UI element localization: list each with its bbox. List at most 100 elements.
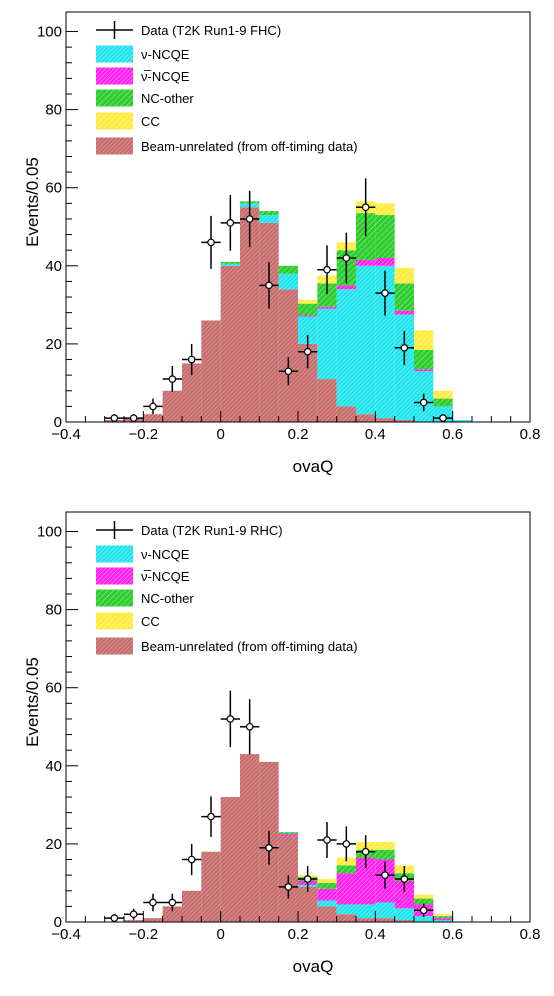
bar-beam-unrelated-from-off-timing-data-5 [162, 906, 182, 922]
bar-ncqe-16 [375, 902, 395, 919]
y-tick-label: 0 [54, 914, 62, 931]
x-tick-label: 0 [216, 926, 224, 943]
bar-ncqe-17 [394, 314, 414, 421]
x-tick-label: 0.4 [365, 926, 386, 943]
data-point-16 [414, 393, 434, 412]
data-point-0 [104, 414, 124, 422]
bar-beam-unrelated-from-off-timing-data-16 [375, 418, 395, 422]
bar-cc-19 [433, 914, 453, 917]
bar-ncqe-12 [298, 315, 318, 317]
data-point-4 [182, 843, 202, 876]
legend-swatch [96, 567, 133, 585]
legend-swatch [96, 112, 133, 130]
data-point-10 [298, 335, 318, 369]
legend-label: NC-other [141, 591, 194, 606]
bar-ncqe-14 [336, 873, 356, 905]
x-axis-label: ovaQ [293, 957, 334, 976]
x-tick-label: 0.2 [288, 426, 309, 443]
bar-cc-12 [298, 299, 318, 304]
y-axis-label: Events/0.05 [23, 157, 42, 247]
bar-nc-other-16 [375, 849, 395, 860]
data-point-1 [124, 414, 144, 422]
bar-ncqe-18 [414, 916, 434, 922]
legend-label: Beam-unrelated (from off-timing data) [141, 639, 358, 654]
legend: Data (T2K Run1-9 FHC) ν-NCQE ν̅-NCQE NC-oth… [96, 21, 358, 155]
series-ncqe [220, 203, 472, 422]
bar-cc-13 [317, 879, 337, 883]
series-data-points [104, 178, 453, 422]
legend-item-ncqe: ν-NCQE [96, 545, 190, 563]
bar-beam-unrelated-from-off-timing-data-8 [220, 265, 240, 422]
x-tick-label: 0.2 [288, 926, 309, 943]
legend-item-beam-unrelated-from-off-timing-data: Beam-unrelated (from off-timing data) [96, 137, 358, 155]
bar-nc-other-16 [375, 215, 395, 258]
bar-ncqe-13 [317, 308, 337, 380]
bar-beam-unrelated-from-off-timing-data-15 [356, 414, 376, 422]
bar-nc-other-15 [356, 213, 376, 260]
bar-beam-unrelated-from-off-timing-data-6 [182, 890, 202, 922]
data-point-0 [104, 914, 124, 922]
bar-ncqe-17 [394, 908, 414, 921]
chart-panel-fhc: −0.4 −0.2 0 0.2 0.4 0.6 0.8 0 20 40 60 80 100 ovaQ Eve… [23, 11, 541, 476]
x-tick-label: 0.4 [365, 426, 386, 443]
bar-ncqe-11 [278, 834, 298, 837]
legend-label: ν-NCQE [141, 47, 190, 62]
bar-ncqe-13 [317, 900, 337, 907]
bar-cc-18 [414, 894, 434, 899]
data-point-13 [356, 178, 376, 237]
y-tick-label: 60 [45, 180, 62, 197]
bar-ncqe-19 [433, 918, 453, 921]
bar-cc-18 [414, 330, 434, 350]
y-tick-label: 0 [54, 414, 62, 431]
x-tick-label: −0.2 [129, 926, 159, 943]
bar-cc-19 [433, 390, 453, 399]
bar-ncqe-12 [298, 316, 318, 344]
x-tick-label: 0.8 [520, 426, 541, 443]
data-point-15 [394, 330, 414, 365]
data-point-4 [182, 343, 202, 376]
histogram-fhc: −0.4 −0.2 0 0.2 0.4 0.6 0.8 0 20 40 60 80 100 ovaQ Eve… [23, 11, 541, 476]
bar-ncqe-15 [356, 259, 376, 266]
bar-beam-unrelated-from-off-timing-data-13 [317, 379, 337, 422]
bar-ncqe-8 [220, 263, 240, 266]
bar-beam-unrelated-from-off-timing-data-14 [336, 914, 356, 922]
data-point-14 [375, 270, 395, 316]
data-point-17 [433, 414, 453, 422]
bar-nc-other-10 [259, 211, 279, 216]
data-point-7 [240, 699, 260, 755]
bar-ncqe-13 [317, 306, 337, 309]
bar-nc-other-12 [298, 303, 318, 316]
bar-ncqe-15 [356, 857, 376, 905]
bar-beam-unrelated-from-off-timing-data-8 [220, 797, 240, 922]
y-tick-label: 100 [37, 24, 62, 41]
bar-cc-16 [375, 203, 395, 216]
bar-nc-other-11 [278, 265, 298, 274]
bar-ncqe-14 [336, 285, 356, 290]
bar-beam-unrelated-from-off-timing-data-7 [201, 851, 221, 922]
data-point-5 [201, 215, 221, 269]
bar-ncqe-20 [452, 420, 472, 422]
x-tick-label: 0.6 [442, 926, 463, 943]
y-axis-label: Events/0.05 [23, 657, 42, 747]
bar-beam-unrelated-from-off-timing-data-17 [394, 920, 414, 922]
bar-beam-unrelated-from-off-timing-data-7 [201, 320, 221, 422]
legend-item-beam-unrelated-from-off-timing-data: Beam-unrelated (from off-timing data) [96, 637, 358, 655]
bar-nc-other-11 [278, 832, 298, 835]
legend-label: CC [141, 114, 160, 129]
data-point-11 [317, 822, 337, 858]
y-tick-label: 60 [45, 680, 62, 697]
bar-beam-unrelated-from-off-timing-data-11 [278, 289, 298, 422]
legend-swatch [96, 545, 133, 563]
bar-ncqe-19 [433, 920, 453, 922]
series-data-points [104, 690, 434, 922]
bar-beam-unrelated-from-off-timing-data-4 [143, 414, 163, 422]
legend-swatch [96, 612, 133, 630]
data-point-16 [414, 903, 434, 918]
bar-nc-other-18 [414, 349, 434, 370]
bar-ncqe-16 [375, 258, 395, 266]
data-point-3 [162, 893, 182, 912]
bar-cc-14 [336, 857, 356, 866]
legend-label-data: Data (T2K Run1-9 RHC) [141, 523, 283, 538]
legend-label: CC [141, 614, 160, 629]
data-point-2 [143, 398, 163, 415]
